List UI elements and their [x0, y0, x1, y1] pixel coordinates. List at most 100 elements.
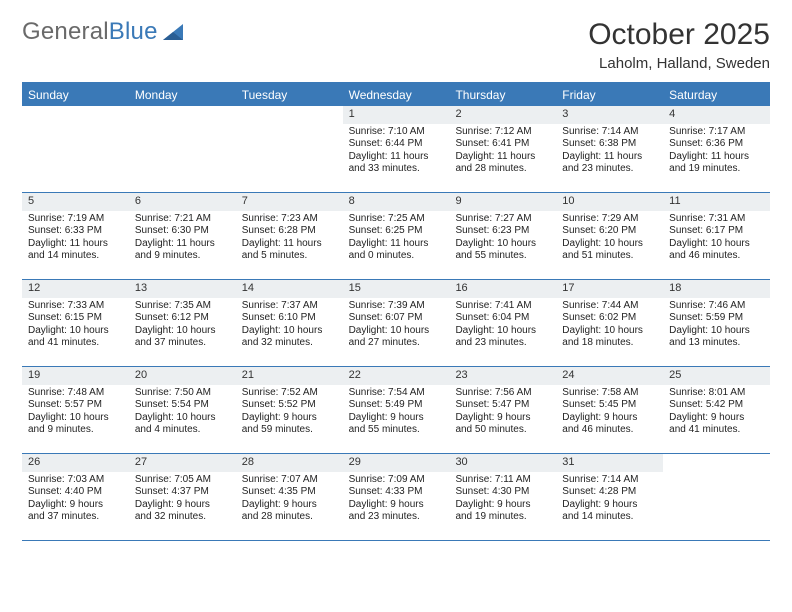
day-cell: 12Sunrise: 7:33 AMSunset: 6:15 PMDayligh…	[22, 280, 129, 366]
week-row: 1Sunrise: 7:10 AMSunset: 6:44 PMDaylight…	[22, 106, 770, 193]
weekday-header: Wednesday	[343, 84, 450, 106]
logo: GeneralBlue	[22, 18, 185, 46]
weekday-header: Sunday	[22, 84, 129, 106]
week-row: 5Sunrise: 7:19 AMSunset: 6:33 PMDaylight…	[22, 193, 770, 280]
sunrise-text: Sunrise: 7:23 AM	[242, 213, 337, 226]
sunset-text: Sunset: 6:33 PM	[28, 225, 123, 238]
logo-text-2: Blue	[109, 18, 158, 46]
sunrise-text: Sunrise: 7:35 AM	[135, 300, 230, 313]
daylight-text: and 41 minutes.	[669, 424, 764, 437]
day-content: Sunrise: 7:39 AMSunset: 6:07 PMDaylight:…	[343, 298, 450, 354]
day-cell: 3Sunrise: 7:14 AMSunset: 6:38 PMDaylight…	[556, 106, 663, 192]
sunrise-text: Sunrise: 7:07 AM	[242, 474, 337, 487]
day-number: 23	[449, 367, 556, 385]
day-number: 2	[449, 106, 556, 124]
daylight-text: and 28 minutes.	[242, 511, 337, 524]
daylight-text: Daylight: 9 hours	[562, 499, 657, 512]
daylight-text: Daylight: 9 hours	[242, 499, 337, 512]
daylight-text: and 50 minutes.	[455, 424, 550, 437]
sunrise-text: Sunrise: 7:03 AM	[28, 474, 123, 487]
weekday-header: Thursday	[449, 84, 556, 106]
day-content: Sunrise: 7:27 AMSunset: 6:23 PMDaylight:…	[449, 211, 556, 267]
sunrise-text: Sunrise: 7:10 AM	[349, 126, 444, 139]
daylight-text: and 55 minutes.	[455, 250, 550, 263]
day-number: 4	[663, 106, 770, 124]
day-content: Sunrise: 7:09 AMSunset: 4:33 PMDaylight:…	[343, 472, 450, 528]
day-number: 13	[129, 280, 236, 298]
daylight-text: Daylight: 11 hours	[562, 151, 657, 164]
day-number: 15	[343, 280, 450, 298]
sunset-text: Sunset: 6:07 PM	[349, 312, 444, 325]
sunset-text: Sunset: 4:30 PM	[455, 486, 550, 499]
day-number	[22, 106, 129, 122]
day-number: 3	[556, 106, 663, 124]
daylight-text: Daylight: 11 hours	[455, 151, 550, 164]
daylight-text: and 19 minutes.	[455, 511, 550, 524]
daylight-text: and 37 minutes.	[135, 337, 230, 350]
day-content: Sunrise: 7:50 AMSunset: 5:54 PMDaylight:…	[129, 385, 236, 441]
daylight-text: Daylight: 9 hours	[349, 412, 444, 425]
daylight-text: and 41 minutes.	[28, 337, 123, 350]
sunset-text: Sunset: 6:30 PM	[135, 225, 230, 238]
day-cell: 28Sunrise: 7:07 AMSunset: 4:35 PMDayligh…	[236, 454, 343, 540]
daylight-text: Daylight: 9 hours	[135, 499, 230, 512]
day-number: 19	[22, 367, 129, 385]
daylight-text: Daylight: 10 hours	[28, 412, 123, 425]
daylight-text: Daylight: 11 hours	[349, 238, 444, 251]
sunset-text: Sunset: 4:37 PM	[135, 486, 230, 499]
header: GeneralBlue October 2025 Laholm, Halland…	[22, 18, 770, 72]
day-content: Sunrise: 7:25 AMSunset: 6:25 PMDaylight:…	[343, 211, 450, 267]
day-cell: 15Sunrise: 7:39 AMSunset: 6:07 PMDayligh…	[343, 280, 450, 366]
sunrise-text: Sunrise: 7:39 AM	[349, 300, 444, 313]
day-cell: 8Sunrise: 7:25 AMSunset: 6:25 PMDaylight…	[343, 193, 450, 279]
day-number: 10	[556, 193, 663, 211]
day-cell: 2Sunrise: 7:12 AMSunset: 6:41 PMDaylight…	[449, 106, 556, 192]
sunrise-text: Sunrise: 7:37 AM	[242, 300, 337, 313]
day-cell: 29Sunrise: 7:09 AMSunset: 4:33 PMDayligh…	[343, 454, 450, 540]
daylight-text: Daylight: 9 hours	[455, 412, 550, 425]
sunset-text: Sunset: 5:57 PM	[28, 399, 123, 412]
day-content: Sunrise: 7:41 AMSunset: 6:04 PMDaylight:…	[449, 298, 556, 354]
day-content: Sunrise: 7:12 AMSunset: 6:41 PMDaylight:…	[449, 124, 556, 180]
daylight-text: Daylight: 9 hours	[349, 499, 444, 512]
day-number	[663, 454, 770, 470]
day-number: 30	[449, 454, 556, 472]
daylight-text: Daylight: 11 hours	[349, 151, 444, 164]
day-content: Sunrise: 7:17 AMSunset: 6:36 PMDaylight:…	[663, 124, 770, 180]
day-content: Sunrise: 7:35 AMSunset: 6:12 PMDaylight:…	[129, 298, 236, 354]
day-number: 18	[663, 280, 770, 298]
daylight-text: and 23 minutes.	[455, 337, 550, 350]
day-number: 29	[343, 454, 450, 472]
day-content: Sunrise: 7:58 AMSunset: 5:45 PMDaylight:…	[556, 385, 663, 441]
sunset-text: Sunset: 6:41 PM	[455, 138, 550, 151]
week-row: 19Sunrise: 7:48 AMSunset: 5:57 PMDayligh…	[22, 367, 770, 454]
day-number: 16	[449, 280, 556, 298]
daylight-text: and 4 minutes.	[135, 424, 230, 437]
day-content: Sunrise: 7:37 AMSunset: 6:10 PMDaylight:…	[236, 298, 343, 354]
day-content: Sunrise: 7:48 AMSunset: 5:57 PMDaylight:…	[22, 385, 129, 441]
location-label: Laholm, Halland, Sweden	[588, 55, 770, 72]
day-number: 24	[556, 367, 663, 385]
daylight-text: and 37 minutes.	[28, 511, 123, 524]
sunset-text: Sunset: 6:25 PM	[349, 225, 444, 238]
day-cell: 25Sunrise: 8:01 AMSunset: 5:42 PMDayligh…	[663, 367, 770, 453]
title-block: October 2025 Laholm, Halland, Sweden	[588, 18, 770, 72]
daylight-text: Daylight: 11 hours	[242, 238, 337, 251]
daylight-text: and 32 minutes.	[135, 511, 230, 524]
day-cell	[663, 454, 770, 540]
day-content: Sunrise: 7:03 AMSunset: 4:40 PMDaylight:…	[22, 472, 129, 528]
daylight-text: Daylight: 9 hours	[28, 499, 123, 512]
sunset-text: Sunset: 6:28 PM	[242, 225, 337, 238]
daylight-text: Daylight: 10 hours	[349, 325, 444, 338]
sunrise-text: Sunrise: 7:44 AM	[562, 300, 657, 313]
sunrise-text: Sunrise: 7:46 AM	[669, 300, 764, 313]
day-number: 27	[129, 454, 236, 472]
sunset-text: Sunset: 5:52 PM	[242, 399, 337, 412]
sunset-text: Sunset: 5:42 PM	[669, 399, 764, 412]
day-cell: 23Sunrise: 7:56 AMSunset: 5:47 PMDayligh…	[449, 367, 556, 453]
sunset-text: Sunset: 5:54 PM	[135, 399, 230, 412]
day-cell: 19Sunrise: 7:48 AMSunset: 5:57 PMDayligh…	[22, 367, 129, 453]
day-cell	[129, 106, 236, 192]
day-number: 8	[343, 193, 450, 211]
sunrise-text: Sunrise: 7:17 AM	[669, 126, 764, 139]
